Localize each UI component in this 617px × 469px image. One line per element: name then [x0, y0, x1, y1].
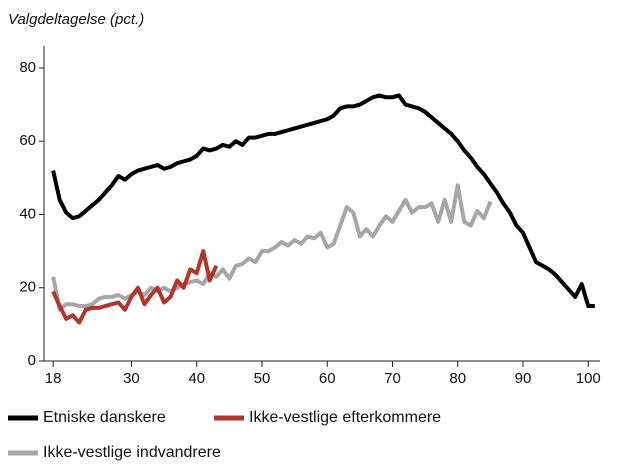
y-tick-label: 40 [19, 205, 36, 222]
y-tick-label: 0 [28, 352, 36, 369]
x-tick-label: 40 [188, 370, 205, 387]
y-tick-label: 60 [19, 132, 36, 149]
line-series [51, 249, 219, 325]
y-tick-label: 80 [19, 59, 36, 76]
line-series [51, 183, 493, 312]
legend-label: Ikke-vestlige efterkommere [249, 409, 441, 426]
chart-title: Valgdeltagelse (pct.) [8, 11, 144, 28]
y-tick-label: 20 [19, 279, 36, 296]
x-tick-label: 80 [449, 370, 466, 387]
line-series [51, 93, 595, 309]
x-tick-label: 18 [45, 370, 62, 387]
x-tick-label: 60 [319, 370, 336, 387]
x-tick-label: 100 [576, 370, 601, 387]
x-tick-label: 30 [123, 370, 140, 387]
legend-label: Etniske danskere [43, 409, 166, 426]
legend-label: Ikke-vestlige indvandrere [43, 444, 221, 461]
x-tick-label: 90 [515, 370, 532, 387]
x-tick-label: 70 [384, 370, 401, 387]
x-tick-label: 50 [254, 370, 271, 387]
